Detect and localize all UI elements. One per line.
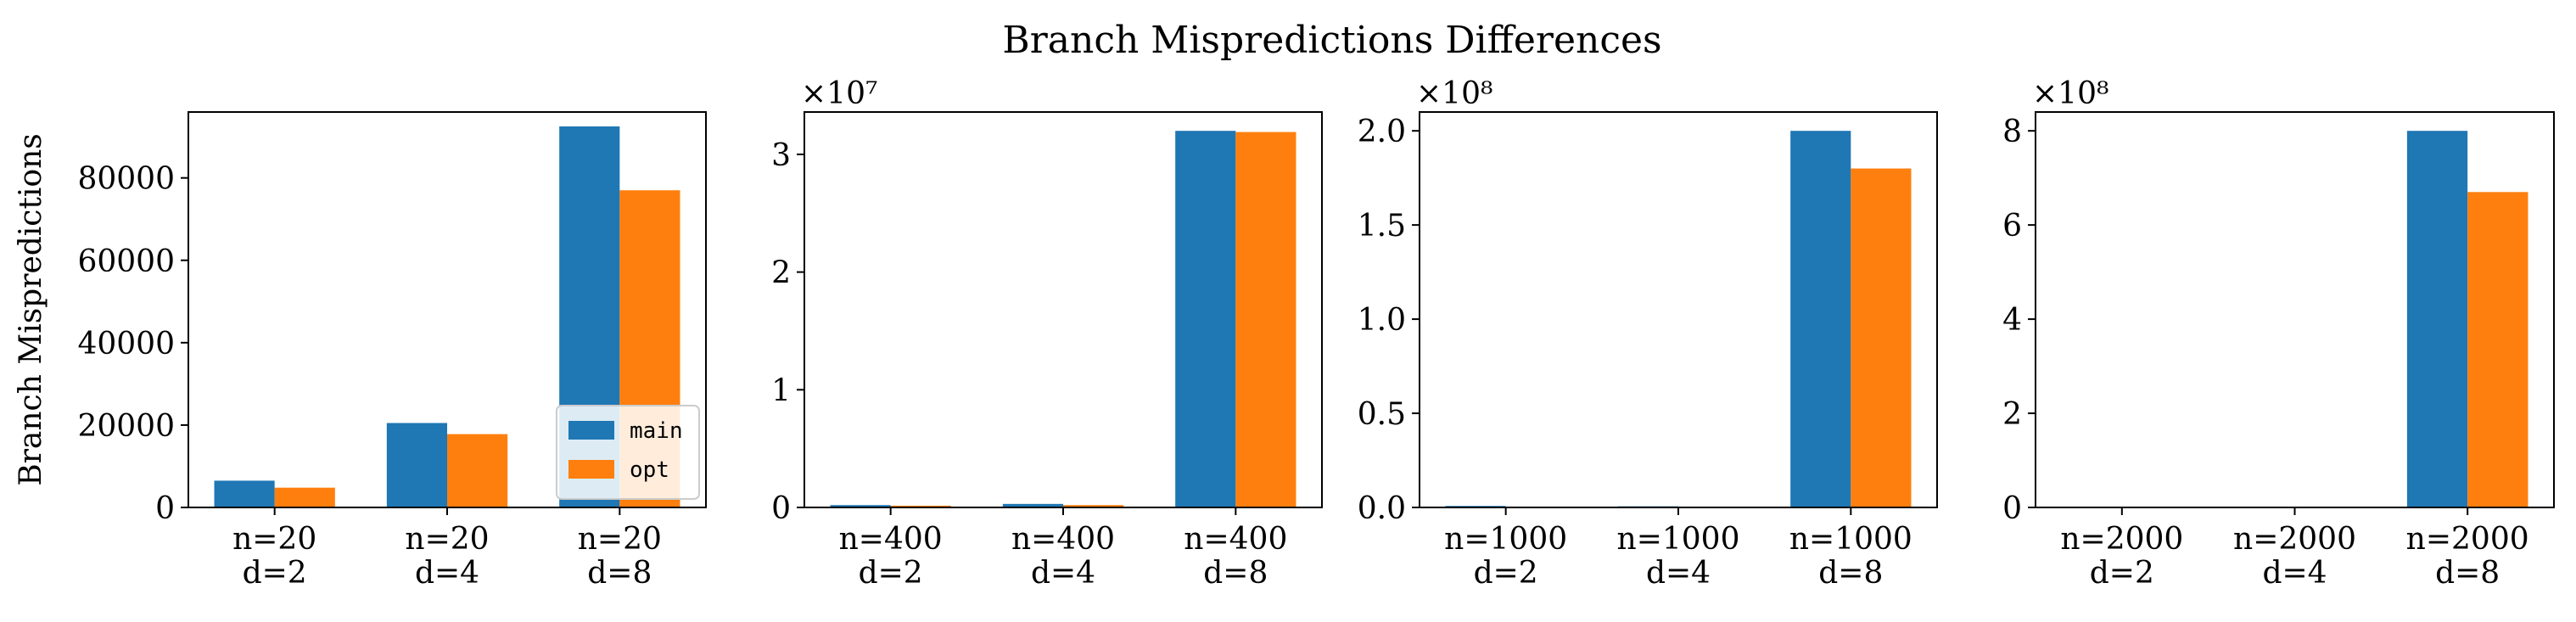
y-tick-label: 1.5 <box>1358 209 1406 244</box>
bar-main-3 <box>1175 131 1236 507</box>
x-tick-label: n=2000 <box>2406 522 2529 557</box>
y-tick-label: 1.0 <box>1358 303 1406 338</box>
y-tick-label: 40000 <box>77 327 175 361</box>
y-tick-label: 60000 <box>77 244 175 279</box>
x-tick-label: n=400 <box>839 522 943 557</box>
x-tick-label: n=1000 <box>1789 522 1912 557</box>
y-tick-label: 2.0 <box>1358 115 1406 149</box>
x-tick-label: d=4 <box>415 556 479 591</box>
bar-opt-1 <box>274 487 335 507</box>
y-tick-label: 0.5 <box>1358 397 1406 432</box>
subplot-3: 0.00.51.01.52.0n=1000d=2n=1000d=4n=1000d… <box>1358 76 1938 591</box>
x-tick-label: d=2 <box>1474 556 1538 591</box>
x-tick-label: n=20 <box>232 522 316 557</box>
legend-swatch-opt <box>568 460 614 479</box>
x-tick-label: d=2 <box>2090 556 2154 591</box>
bar-main-1 <box>830 505 891 507</box>
y-tick-label: 3 <box>771 138 791 173</box>
bar-opt-2 <box>447 434 508 507</box>
y-tick-label: 2 <box>771 256 791 291</box>
y-tick-label: 0 <box>771 491 791 526</box>
x-tick-label: n=20 <box>405 522 489 557</box>
x-tick-label: n=400 <box>1184 522 1287 557</box>
y-tick-label: 8 <box>2002 115 2022 149</box>
axis-multiplier: ×10⁸ <box>1416 76 1492 111</box>
bar-opt-3 <box>1235 132 1296 507</box>
bar-opt-1 <box>890 505 951 507</box>
x-tick-label: n=2000 <box>2233 522 2356 557</box>
bar-main-1 <box>214 480 275 507</box>
bar-main-2 <box>1002 503 1063 507</box>
y-tick-label: 0.0 <box>1358 491 1406 526</box>
legend-label-opt: opt <box>630 457 669 483</box>
x-tick-label: d=4 <box>1646 556 1711 591</box>
x-tick-label: d=4 <box>2262 556 2327 591</box>
x-tick-label: d=2 <box>243 556 307 591</box>
y-tick-label: 0 <box>2002 491 2022 526</box>
x-tick-label: d=8 <box>1203 556 1268 591</box>
x-tick-label: d=8 <box>1818 556 1883 591</box>
x-tick-label: d=8 <box>587 556 652 591</box>
legend-swatch-main <box>568 421 614 440</box>
x-tick-label: n=1000 <box>1617 522 1740 557</box>
bar-main-3 <box>1790 131 1851 507</box>
y-tick-label: 80000 <box>77 162 175 197</box>
legend-label-main: main <box>630 418 683 444</box>
x-tick-label: d=2 <box>859 556 923 591</box>
x-tick-label: d=8 <box>2435 556 2500 591</box>
bar-main-3 <box>2406 131 2468 507</box>
y-tick-label: 0 <box>155 491 175 526</box>
y-tick-label: 2 <box>2002 397 2022 432</box>
y-tick-label: 4 <box>2002 303 2022 338</box>
x-tick-label: n=2000 <box>2060 522 2183 557</box>
subplot-1: 020000400006000080000n=20d=2n=20d=4n=20d… <box>14 111 707 591</box>
figure-title: Branch Mispredictions Differences <box>1002 19 1661 62</box>
x-tick-label: n=1000 <box>1444 522 1567 557</box>
bar-opt-2 <box>1063 505 1124 507</box>
subplots: 020000400006000080000n=20d=2n=20d=4n=20d… <box>14 76 2555 591</box>
bar-opt-3 <box>1851 168 1912 508</box>
legend: main opt <box>556 405 700 500</box>
x-tick-label: n=400 <box>1011 522 1115 557</box>
y-tick-label: 20000 <box>77 409 175 444</box>
x-tick-label: n=20 <box>578 522 662 557</box>
y-tick-label: 1 <box>771 373 791 408</box>
axis-multiplier: ×10⁷ <box>801 76 877 111</box>
y-axis-label: Branch Mispredictions <box>14 133 48 486</box>
bar-opt-3 <box>2467 192 2528 508</box>
bar-main-2 <box>386 423 447 507</box>
y-tick-label: 6 <box>2002 209 2022 244</box>
axis-multiplier: ×10⁸ <box>2032 76 2108 111</box>
x-tick-label: d=4 <box>1031 556 1095 591</box>
